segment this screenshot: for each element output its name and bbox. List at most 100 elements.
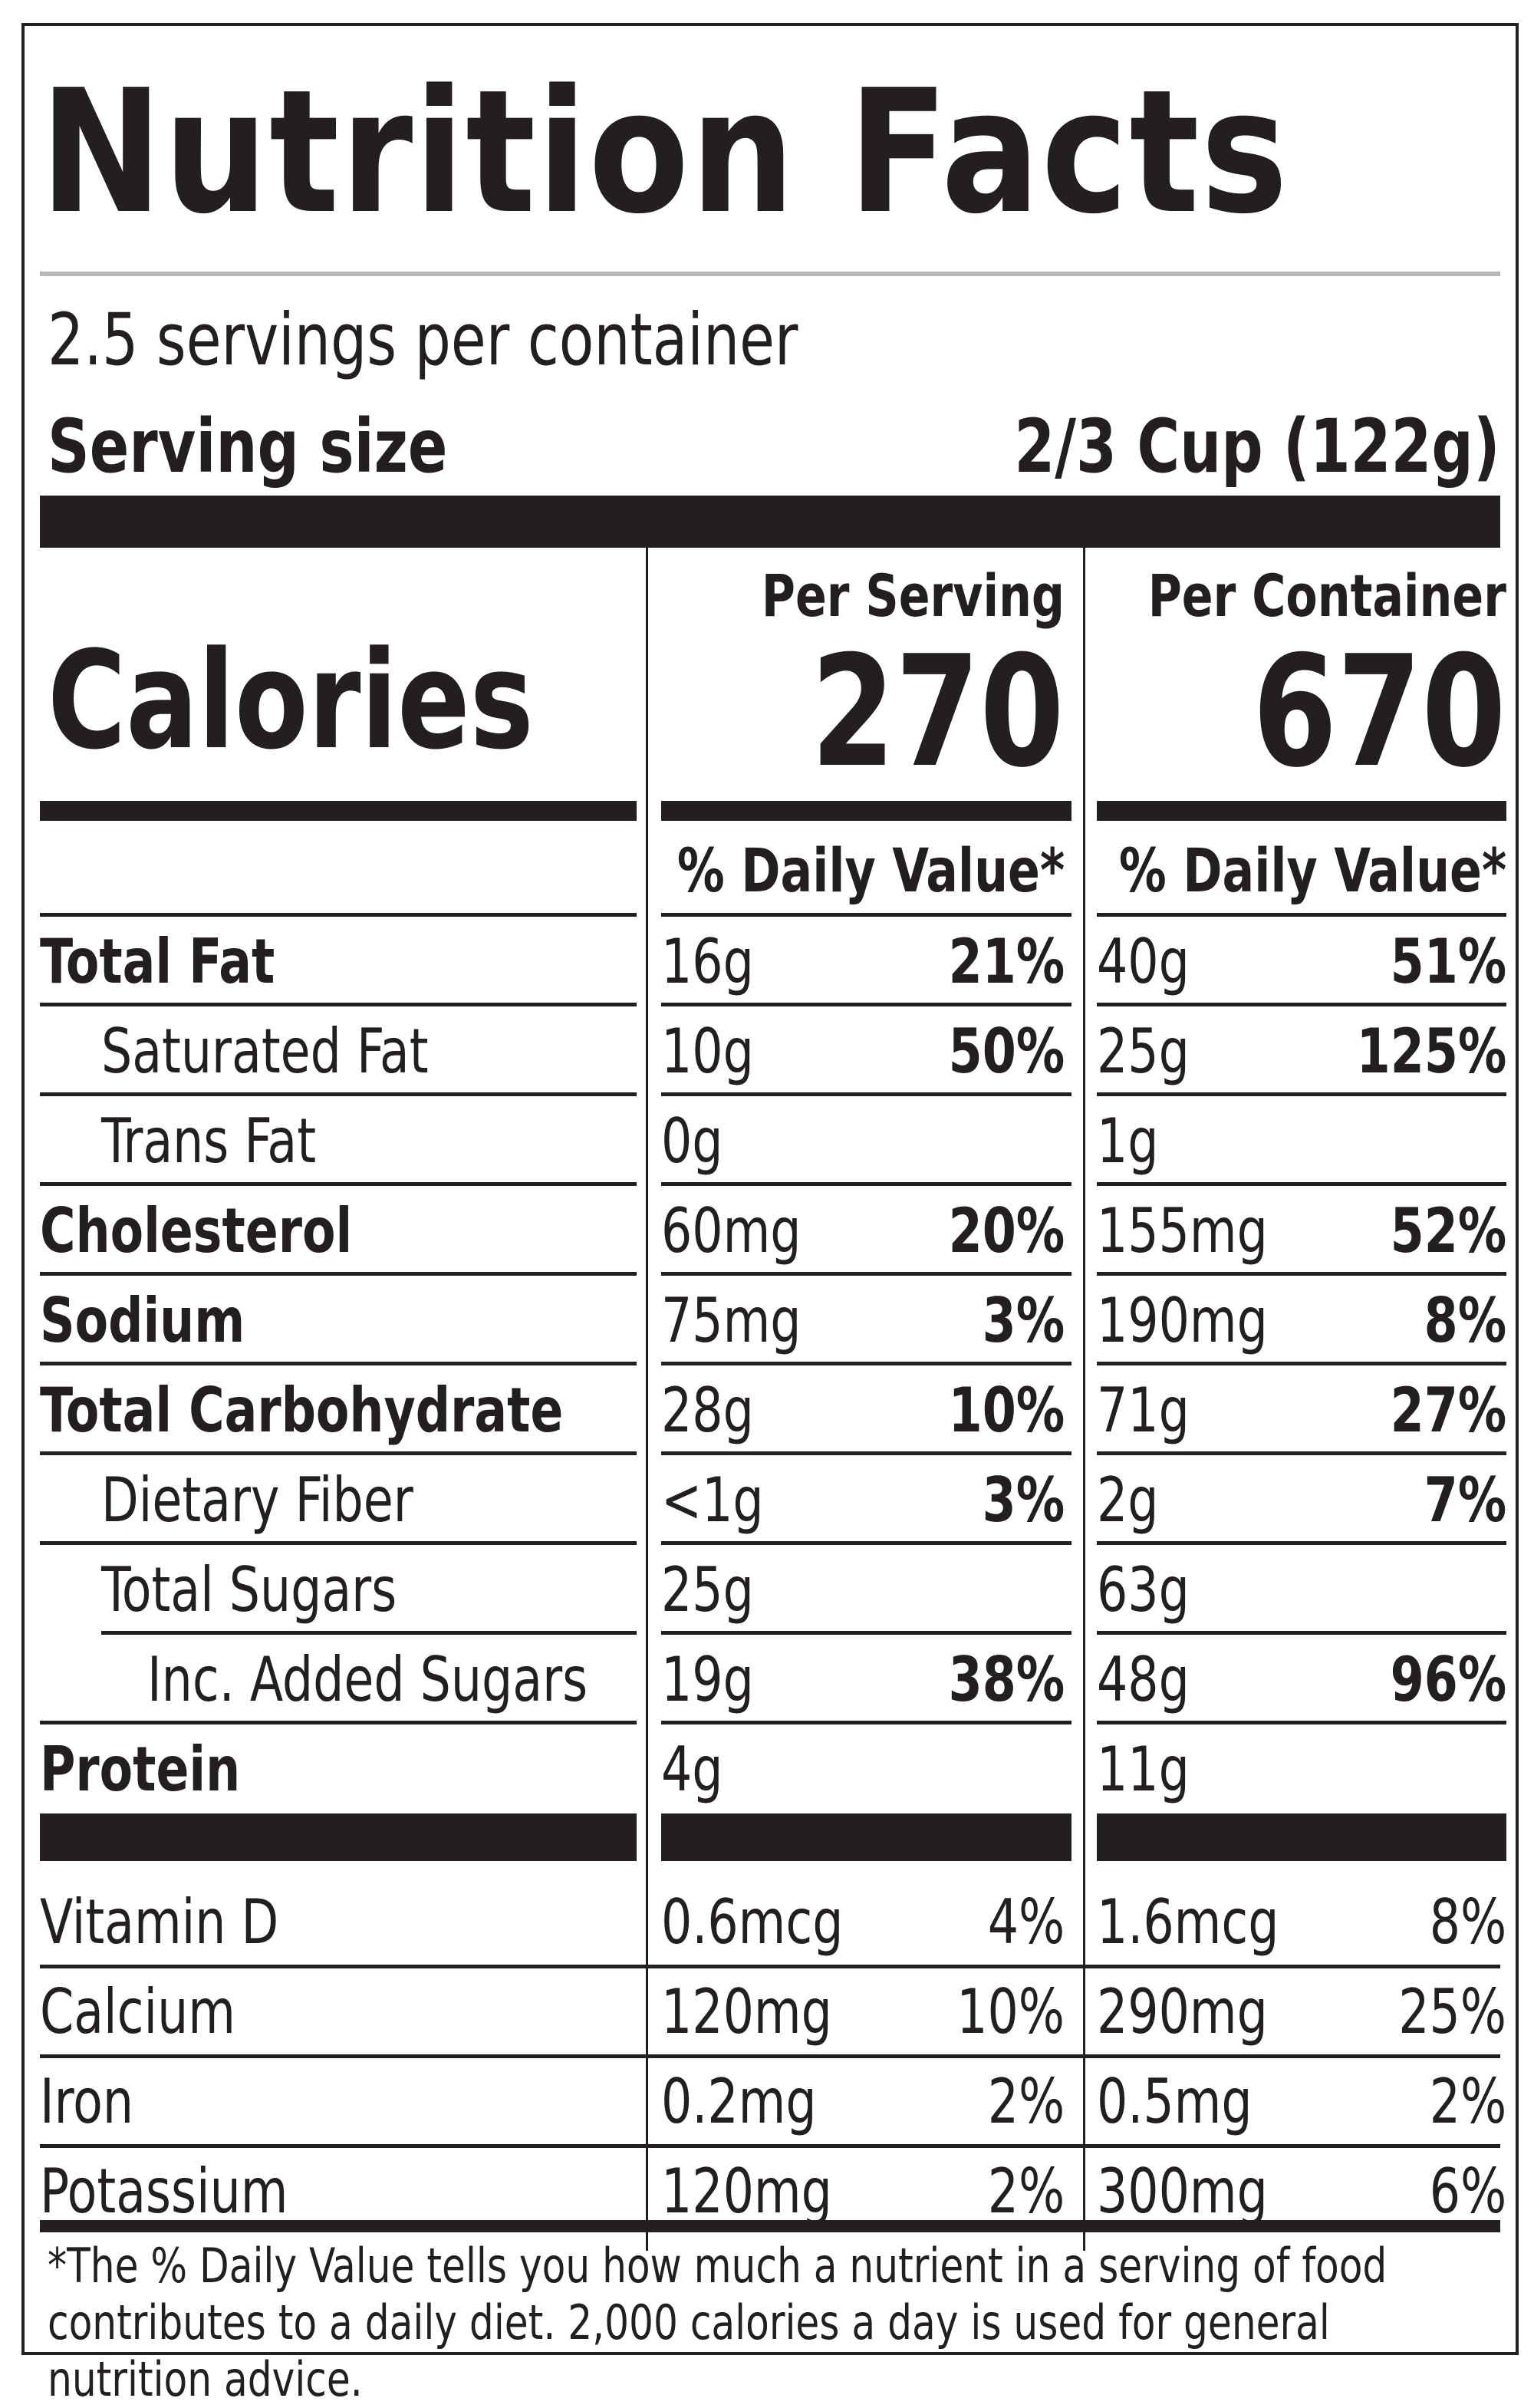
label-title: Nutrition Facts [40,54,1289,252]
calories-per-serving: 270 [811,623,1065,802]
serving-amount: 75mg [661,1285,802,1356]
nutrient-name: Trans Fat [101,1105,317,1177]
footnote-bar [40,2220,1500,2232]
container-daily-value: 96% [1390,1644,1506,1715]
serving-daily-value: 38% [948,1644,1065,1715]
vitamin-name: Vitamin D [40,1886,279,1958]
container-daily-value: 25% [1398,1976,1506,2047]
nutrient-name: Total Fat [40,926,275,997]
row-rule [1097,1451,1506,1455]
serving-amount: 28g [661,1375,754,1446]
container-amount: 48g [1097,1644,1190,1715]
daily-value-header-serving: % Daily Value* [676,837,1065,906]
row-rule [1097,913,1506,917]
container-daily-value: 8% [1429,1886,1506,1958]
calories-bar-label-col [40,801,637,821]
serving-amount: <1g [661,1464,764,1536]
serving-amount: 0.6mcg [661,1886,844,1958]
container-daily-value: 52% [1390,1195,1506,1267]
calories-bar-container-col [1097,801,1506,821]
container-daily-value: 125% [1356,1016,1506,1087]
row-rule [40,913,637,917]
row-rule [661,1272,1071,1276]
container-amount: 300mg [1097,2156,1268,2227]
serving-amount: 10g [661,1016,754,1087]
serving-daily-value: 3% [982,1285,1065,1356]
serving-daily-value: 10% [948,1375,1065,1446]
container-daily-value: 2% [1429,2066,1506,2137]
calories-bar-serving-col [661,801,1071,821]
nutrition-facts-label: Nutrition Facts 2.5 servings per contain… [21,23,1519,2407]
nutrient-name: Cholesterol [40,1195,353,1267]
serving-amount: 16g [661,926,754,997]
vitamin-name: Iron [40,2066,134,2137]
container-amount: 155mg [1097,1195,1268,1267]
nutrient-name: Sodium [40,1285,245,1356]
row-rule [1097,1003,1506,1006]
serving-daily-value: 4% [987,1886,1065,1958]
row-rule [40,1092,637,1096]
row-rule [40,2144,1500,2148]
nutrient-name: Inc. Added Sugars [147,1644,588,1715]
row-rule [1097,1721,1506,1724]
row-rule [1097,1182,1506,1186]
container-amount: 11g [1097,1734,1190,1805]
serving-size-thick-bar [40,496,1500,548]
per-serving-label: Per Serving [761,562,1065,630]
nutrient-name: Saturated Fat [101,1016,429,1087]
container-amount: 290mg [1097,1976,1268,2047]
row-rule [661,1003,1071,1006]
serving-daily-value: 2% [987,2156,1065,2227]
row-rule [40,2054,1500,2058]
calories-label: Calories [48,622,534,779]
container-daily-value: 51% [1390,926,1506,997]
row-rule [40,1003,637,1006]
nutrient-name: Total Sugars [101,1554,397,1626]
container-daily-value: 7% [1424,1464,1506,1536]
daily-value-header-container: % Daily Value* [1118,837,1506,906]
row-rule [1097,1541,1506,1545]
vitamin-bar-serving-col [661,1813,1071,1861]
serving-amount: 0g [661,1105,723,1177]
row-rule [1097,1092,1506,1096]
serving-amount: 19g [661,1644,754,1715]
column-divider-left [646,548,648,2251]
serving-size-label: Serving size [48,404,448,489]
serving-amount: 0.2mg [661,2066,817,2137]
container-amount: 1.6mcg [1097,1886,1279,1958]
serving-amount: 60mg [661,1195,802,1267]
row-rule [40,1272,637,1276]
row-rule [40,1721,637,1724]
container-amount: 25g [1097,1016,1190,1087]
container-amount: 71g [1097,1375,1190,1446]
row-rule [661,1092,1071,1096]
row-rule [40,1182,637,1186]
serving-daily-value: 21% [948,926,1065,997]
nutrient-name: Total Carbohydrate [40,1375,564,1446]
serving-daily-value: 20% [948,1195,1065,1267]
container-amount: 40g [1097,926,1190,997]
serving-size-value: 2/3 Cup (122g) [1014,404,1500,489]
serving-amount: 120mg [661,2156,832,2227]
row-rule [101,1631,637,1635]
container-amount: 2g [1097,1464,1159,1536]
container-amount: 1g [1097,1105,1159,1177]
vitamin-name: Calcium [40,1976,235,2047]
row-rule [1097,1362,1506,1365]
row-rule [661,1631,1071,1635]
nutrient-name: Dietary Fiber [101,1464,413,1536]
row-rule [40,1362,637,1365]
per-container-label: Per Container [1147,562,1506,630]
serving-amount: 25g [661,1554,754,1626]
calories-per-container: 670 [1253,623,1506,802]
row-rule [1097,1272,1506,1276]
footnote: *The % Daily Value tells you how much a … [48,2238,1388,2407]
container-amount: 190mg [1097,1285,1268,1356]
row-rule [661,1451,1071,1455]
serving-amount: 120mg [661,1976,832,2047]
container-daily-value: 27% [1390,1375,1506,1446]
serving-daily-value: 3% [982,1464,1065,1536]
serving-amount: 4g [661,1734,723,1805]
container-amount: 0.5mg [1097,2066,1253,2137]
row-rule [661,1362,1071,1365]
